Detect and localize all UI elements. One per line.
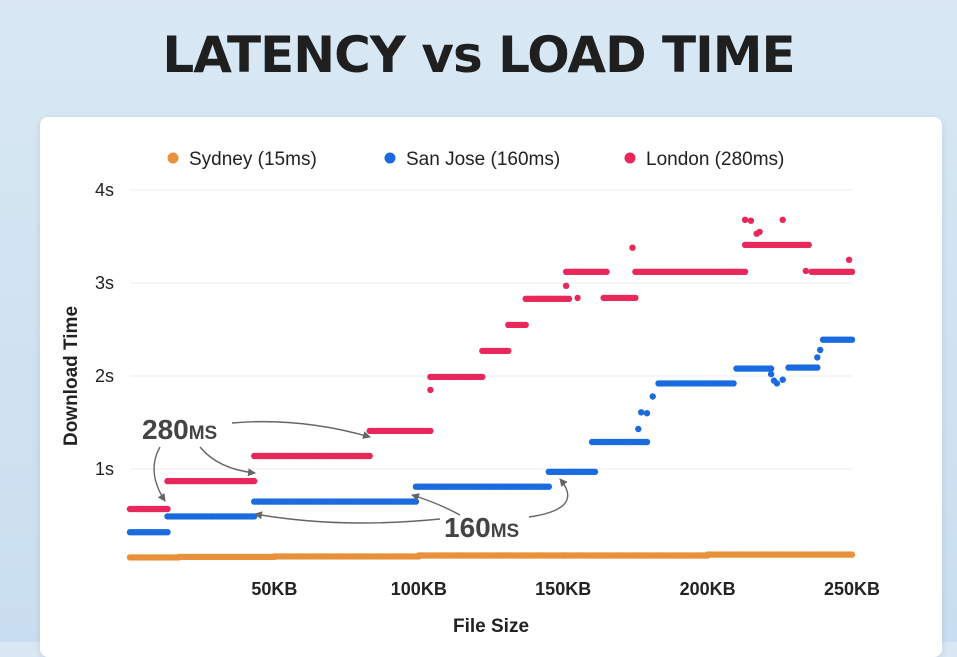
data-point [767, 365, 775, 372]
data-point [164, 529, 171, 536]
data-point [848, 336, 856, 343]
y-tick-label: 4s [95, 180, 114, 200]
data-point [848, 268, 856, 275]
data-point [638, 409, 645, 416]
x-tick-label: 150KB [535, 579, 591, 599]
legend-label: London (280ms) [646, 149, 784, 170]
annotation-arrow [199, 446, 256, 477]
data-point [779, 376, 786, 383]
data-point [814, 364, 821, 371]
data-point [591, 468, 599, 475]
data-point [427, 386, 434, 394]
data-point [603, 268, 610, 275]
annotation-label: 280MS [142, 414, 217, 445]
y-tick-label: 3s [95, 273, 114, 293]
data-point [635, 425, 642, 433]
data-point [427, 427, 434, 435]
data-point [773, 380, 781, 387]
series-london [126, 216, 856, 513]
data-point [747, 217, 755, 224]
legend-label: San Jose (160ms) [406, 149, 560, 170]
data-point [522, 321, 529, 329]
data-point [629, 244, 636, 251]
annotation-label: 160MS [444, 512, 519, 543]
data-point [730, 380, 737, 387]
data-point [251, 477, 258, 485]
data-point [562, 282, 570, 289]
annotation-arrow [411, 493, 461, 516]
series-san [126, 336, 856, 536]
data-point [756, 228, 763, 236]
data-point [565, 295, 573, 302]
legend-marker [167, 152, 179, 164]
data-point [741, 268, 749, 275]
y-tick-label: 2s [95, 366, 114, 386]
series-sydney [126, 551, 856, 561]
legend-label: Sydney (15ms) [189, 149, 317, 170]
data-point [741, 216, 749, 223]
data-point [817, 346, 824, 354]
data-point [814, 354, 821, 361]
data-point [632, 294, 639, 302]
data-point [412, 498, 420, 505]
chart-card: 1s 2s 3s 4s 50KB 100KB 150KB 200KB 250KB File Siz… [40, 117, 942, 657]
data-point [805, 241, 812, 249]
data-point [545, 483, 552, 490]
data-point [848, 551, 856, 558]
data-point [779, 216, 786, 223]
data-point [479, 373, 486, 381]
x-tick-label: 250KB [824, 579, 880, 599]
data-point [767, 370, 775, 378]
data-point [574, 294, 581, 302]
x-axis-title: File Size [453, 616, 529, 637]
page-title: LATENCY vs LOAD TIME [162, 26, 795, 84]
annotation-arrow [254, 511, 441, 524]
data-point [649, 393, 656, 400]
x-tick-label: 50KB [251, 579, 297, 599]
annotation-arrow [231, 420, 371, 439]
data-point [643, 438, 651, 446]
annotation-arrow [153, 446, 166, 502]
data-point [643, 410, 651, 417]
legend-marker [624, 152, 636, 164]
data-point [366, 452, 373, 460]
data-point [845, 256, 853, 263]
data-point [164, 505, 171, 513]
data-point [802, 267, 809, 275]
x-tick-label: 100KB [391, 579, 447, 599]
annotation-arrow [528, 478, 569, 518]
y-axis-title: Download Time [61, 306, 82, 446]
x-tick-label: 200KB [680, 579, 736, 599]
y-tick-label: 1s [95, 459, 114, 479]
data-point [505, 347, 512, 355]
legend-marker [384, 152, 396, 164]
latency-chart: 1s 2s 3s 4s 50KB 100KB 150KB 200KB 250KB File Siz… [61, 149, 880, 637]
